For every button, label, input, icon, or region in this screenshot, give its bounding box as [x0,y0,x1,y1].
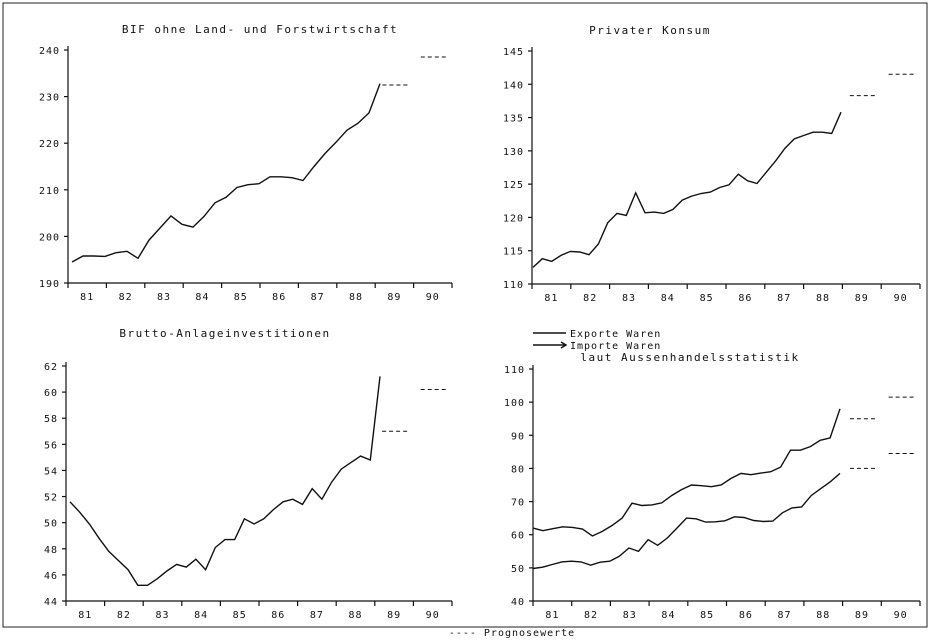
y-tick-label: 50 [511,564,525,575]
y-tick-label: 125 [503,180,524,191]
x-tick-label: 84 [194,610,208,621]
y-tick-label: 56 [44,440,58,451]
y-tick-label: 130 [503,147,524,158]
series-line-exporte-waren [532,472,841,570]
y-tick-label: 44 [44,597,58,608]
x-tick-label: 88 [349,292,363,303]
series-line [69,376,381,586]
y-tick-label: 52 [44,493,58,504]
x-tick-label: 89 [387,292,401,303]
x-tick-label: 86 [271,610,285,621]
x-tick-label: 81 [544,293,558,304]
x-tick-label: 88 [816,610,830,621]
x-tick-label: 87 [310,610,324,621]
x-tick-label: 89 [387,610,401,621]
panel-aussenhandel: Exporte Waren Importe Waren laut Aussenh… [504,329,921,621]
series-line [532,111,842,268]
x-tick-label: 81 [80,292,94,303]
x-tick-label: 84 [195,292,209,303]
y-tick-label: 135 [503,114,524,125]
x-tick-label: 88 [816,293,830,304]
x-tick-label: 81 [545,610,559,621]
x-tick-label: 84 [661,293,675,304]
series-line [71,83,381,263]
x-tick-label: 90 [426,292,440,303]
y-tick-label: 48 [44,545,58,556]
x-tick-label: 86 [272,292,286,303]
x-tick-label: 83 [155,610,169,621]
legend-importe-arrow [560,341,568,349]
y-tick-label: 240 [39,46,60,57]
chart-marks: 40 50 60 70 80 90 100 110 81 82 83 84 85 86 87 88 89 90 [504,365,921,621]
x-tick-label: 82 [584,610,598,621]
x-tick-label: 86 [739,610,753,621]
y-tick-label: 220 [39,139,60,150]
legend-exporte-label: Exporte Waren [570,329,661,340]
x-tick-label: 87 [777,293,791,304]
legend: Exporte Waren Importe Waren [533,329,661,352]
x-tick-label: 85 [234,292,248,303]
y-tick-label: 60 [44,388,58,399]
panel-title: Brutto-Anlageinvestitionen [119,327,330,340]
y-tick-label: 120 [503,213,524,224]
x-tick-label: 83 [622,293,636,304]
y-tick-label: 110 [503,280,524,291]
x-tick-label: 90 [894,610,908,621]
y-tick-label: 58 [44,414,58,425]
x-tick-label: 86 [738,293,752,304]
legend-importe-label: Importe Waren [570,341,661,352]
x-tick-label: 87 [778,610,792,621]
x-tick-label: 90 [894,293,908,304]
y-tick-label: 200 [39,232,60,243]
y-tick-label: 100 [504,398,525,409]
figure-frame [2,2,928,628]
y-tick-label: 230 [39,93,60,104]
chart-marks: 110 115 120 125 130 135 140 145 81 82 83 84 85 86 87 88… [503,47,921,304]
y-tick-label: 110 [504,365,525,376]
x-tick-label: 85 [700,610,714,621]
y-tick-label: 140 [503,80,524,91]
x-tick-label: 87 [311,292,325,303]
y-tick-label: 40 [511,597,525,608]
prognosewerte-legend: ---- Prognosewerte [449,628,575,639]
panel-title: BIF ohne Land- und Forstwirtschaft [122,23,398,36]
y-tick-label: 62 [44,362,58,373]
y-tick-label: 115 [503,247,524,258]
x-tick-label: 83 [623,610,637,621]
panel-title: laut Aussenhandelsstatistik [580,351,799,364]
x-tick-label: 82 [583,293,597,304]
y-tick-label: 210 [39,186,60,197]
y-tick-label: 54 [44,466,58,477]
x-tick-label: 81 [78,610,92,621]
y-tick-label: 60 [511,531,525,542]
y-tick-label: 80 [511,464,525,475]
y-tick-label: 145 [503,47,524,58]
y-tick-label: 90 [511,431,525,442]
y-tick-label: 50 [44,519,58,530]
x-tick-label: 85 [700,293,714,304]
chart-marks: 190 200 210 220 230 240 81 82 83 84 85 86 87 88 89 90 [39,46,453,303]
panel-bif: BIF ohne Land- und Forstwirtschaft 190 20… [39,23,453,303]
panel-brutto-anlageinvestitionen: Brutto-Anlageinvestitionen 44 46 48 50 52 54 5… [44,327,453,621]
x-tick-label: 89 [855,293,869,304]
x-tick-label: 84 [661,610,675,621]
x-tick-label: 82 [117,610,131,621]
x-tick-label: 82 [119,292,133,303]
y-tick-label: 46 [44,571,58,582]
x-tick-label: 89 [855,610,869,621]
panel-privater-konsum: Privater Konsum 110 115 120 125 130 135 140 145… [503,24,921,304]
series-line-importe-waren [532,408,841,537]
chart-marks: 44 46 48 50 52 54 56 58 60 62 81 82 83 84 85 86 87 88 89 90 [44,362,453,621]
x-tick-label: 88 [348,610,362,621]
y-tick-label: 190 [39,279,60,290]
x-tick-label: 85 [233,610,247,621]
x-tick-label: 83 [157,292,171,303]
x-tick-label: 90 [426,610,440,621]
panel-title: Privater Konsum [589,24,711,37]
y-tick-label: 70 [511,498,525,509]
